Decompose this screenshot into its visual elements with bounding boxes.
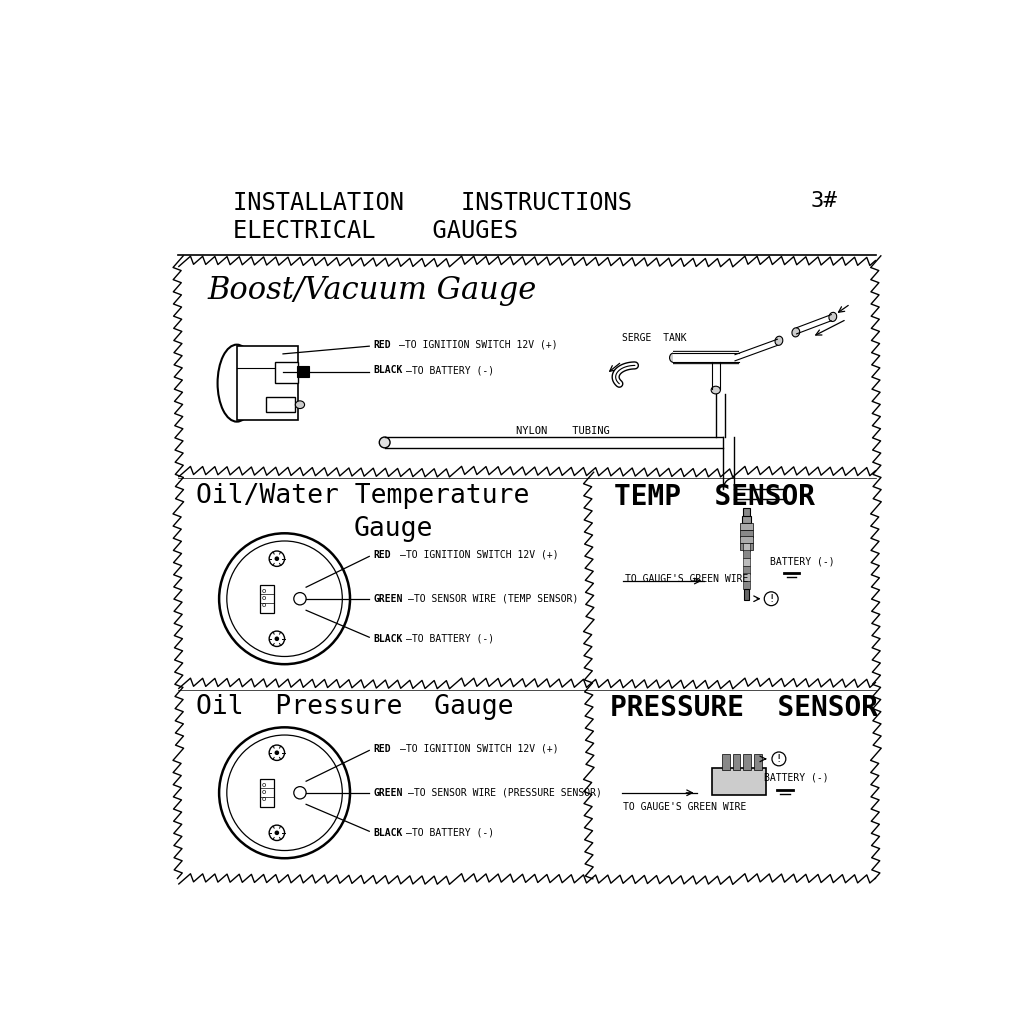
Bar bbox=[275, 361, 298, 383]
Bar bbox=[742, 550, 751, 558]
Circle shape bbox=[274, 637, 280, 641]
Text: o: o bbox=[261, 788, 265, 795]
Text: Oil  Pressure  Gauge: Oil Pressure Gauge bbox=[196, 694, 513, 720]
Bar bbox=[297, 367, 309, 377]
Text: RED: RED bbox=[373, 743, 391, 754]
Text: SERGE  TANK: SERGE TANK bbox=[622, 334, 686, 343]
Circle shape bbox=[274, 751, 280, 755]
Circle shape bbox=[294, 786, 306, 799]
Ellipse shape bbox=[217, 345, 256, 422]
Text: GREEN: GREEN bbox=[373, 787, 402, 798]
Text: —TO BATTERY (-): —TO BATTERY (-) bbox=[407, 634, 495, 644]
Text: !: ! bbox=[777, 754, 781, 764]
Text: TO GAUGE'S GREEN WIRE: TO GAUGE'S GREEN WIRE bbox=[624, 802, 746, 812]
Bar bbox=[744, 589, 749, 600]
Ellipse shape bbox=[379, 437, 390, 447]
Text: BLACK: BLACK bbox=[373, 365, 402, 375]
Bar bbox=[260, 585, 273, 612]
Bar bbox=[742, 543, 751, 551]
Text: NYLON    TUBING: NYLON TUBING bbox=[515, 426, 609, 436]
Bar bbox=[266, 397, 295, 413]
Text: o: o bbox=[261, 588, 265, 594]
Text: —TO BATTERY (-): —TO BATTERY (-) bbox=[407, 827, 495, 838]
Text: —TO SENSOR WIRE (TEMP SENSOR): —TO SENSOR WIRE (TEMP SENSOR) bbox=[408, 594, 579, 604]
Circle shape bbox=[294, 593, 306, 605]
Text: —TO IGNITION SWITCH 12V (+): —TO IGNITION SWITCH 12V (+) bbox=[400, 743, 559, 754]
Text: o: o bbox=[261, 796, 265, 802]
Ellipse shape bbox=[828, 312, 837, 322]
Ellipse shape bbox=[792, 328, 800, 337]
Bar bbox=[740, 537, 753, 544]
Bar bbox=[742, 573, 751, 582]
Text: BATTERY (-): BATTERY (-) bbox=[764, 772, 828, 782]
Bar bbox=[237, 346, 298, 420]
Text: o: o bbox=[261, 595, 265, 601]
Text: TO GAUGE'S GREEN WIRE: TO GAUGE'S GREEN WIRE bbox=[625, 574, 749, 585]
Text: —TO SENSOR WIRE (PRESSURE SENSOR): —TO SENSOR WIRE (PRESSURE SENSOR) bbox=[408, 787, 602, 798]
Circle shape bbox=[274, 830, 280, 836]
Bar bbox=[740, 529, 753, 537]
Circle shape bbox=[274, 556, 280, 561]
Text: !: ! bbox=[769, 594, 773, 604]
Bar bbox=[743, 508, 750, 517]
Bar bbox=[740, 543, 753, 550]
Ellipse shape bbox=[670, 353, 677, 362]
Text: TEMP  SENSOR: TEMP SENSOR bbox=[614, 483, 815, 511]
Text: Gauge: Gauge bbox=[354, 515, 433, 542]
Bar bbox=[742, 581, 751, 589]
Text: —TO BATTERY (-): —TO BATTERY (-) bbox=[407, 365, 495, 375]
Text: ELECTRICAL    GAUGES: ELECTRICAL GAUGES bbox=[233, 219, 518, 243]
Text: —TO IGNITION SWITCH 12V (+): —TO IGNITION SWITCH 12V (+) bbox=[398, 340, 557, 349]
Text: BATTERY (-): BATTERY (-) bbox=[770, 557, 835, 566]
Text: INSTALLATION    INSTRUCTIONS: INSTALLATION INSTRUCTIONS bbox=[233, 190, 632, 215]
Ellipse shape bbox=[295, 400, 304, 409]
Bar bbox=[260, 779, 273, 807]
Text: —TO IGNITION SWITCH 12V (+): —TO IGNITION SWITCH 12V (+) bbox=[400, 550, 559, 560]
Bar bbox=[743, 755, 752, 770]
Text: Oil/Water Temperature: Oil/Water Temperature bbox=[196, 483, 529, 509]
Ellipse shape bbox=[711, 386, 720, 394]
Bar bbox=[755, 755, 762, 770]
Bar bbox=[722, 755, 730, 770]
Bar bbox=[742, 558, 751, 566]
Bar bbox=[740, 523, 753, 530]
Bar bbox=[733, 755, 740, 770]
Text: BLACK: BLACK bbox=[373, 827, 402, 838]
Text: 3#: 3# bbox=[810, 190, 837, 211]
Ellipse shape bbox=[775, 336, 782, 345]
Bar bbox=[712, 768, 766, 795]
Text: Boost/Vacuum Gauge: Boost/Vacuum Gauge bbox=[208, 275, 537, 306]
Text: o: o bbox=[261, 602, 265, 608]
Bar bbox=[742, 515, 752, 523]
Text: GREEN: GREEN bbox=[373, 594, 402, 604]
Text: RED: RED bbox=[373, 550, 391, 560]
Bar bbox=[742, 565, 751, 573]
Text: RED: RED bbox=[373, 340, 391, 349]
Text: PRESSURE  SENSOR: PRESSURE SENSOR bbox=[610, 694, 879, 722]
Text: BLACK: BLACK bbox=[373, 634, 402, 644]
Text: o: o bbox=[261, 782, 265, 788]
